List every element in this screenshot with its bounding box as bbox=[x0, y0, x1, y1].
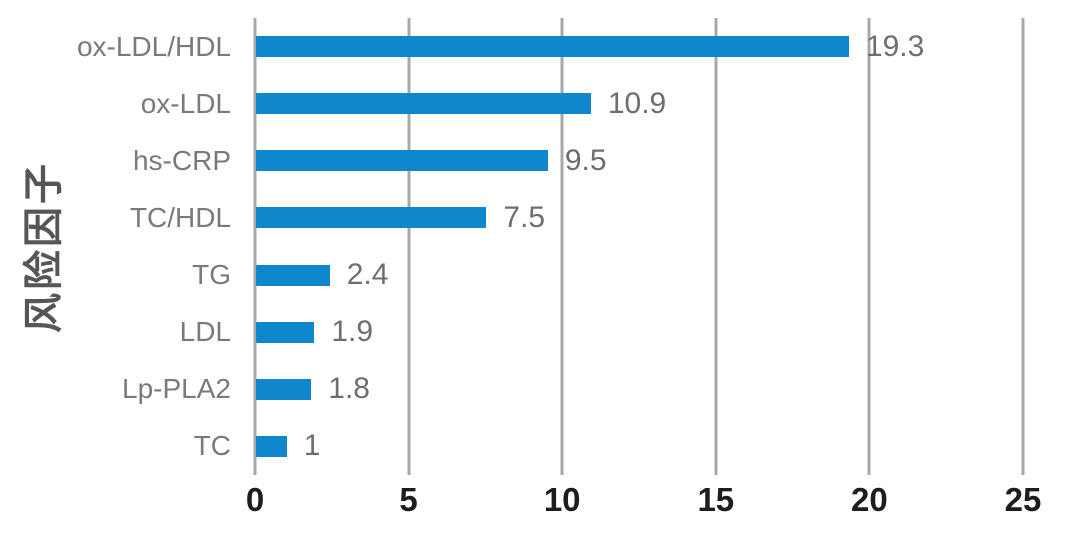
category-label: TG bbox=[192, 259, 231, 291]
gridline-x-0 bbox=[253, 18, 257, 475]
value-label: 10.9 bbox=[607, 86, 667, 120]
bar-TC bbox=[256, 435, 287, 457]
gridline-x-10 bbox=[560, 18, 564, 475]
category-label: Lp-PLA2 bbox=[122, 373, 231, 405]
category-label: TC/HDL bbox=[129, 201, 231, 233]
value-label: 9.5 bbox=[564, 143, 607, 177]
value-label: 19.3 bbox=[865, 29, 925, 63]
gridline-x-15 bbox=[714, 18, 718, 475]
category-label: hs-CRP bbox=[132, 144, 231, 176]
x-tick-label: 25 bbox=[1004, 481, 1042, 518]
gridline-x-5 bbox=[407, 18, 411, 475]
category-label: ox-LDL bbox=[140, 87, 231, 119]
x-tick-label: 15 bbox=[697, 481, 735, 518]
plot-area: 19.3 10.9 9.5 7.5 2.4 1.9 1.8 1 bbox=[253, 18, 1025, 475]
bar-hs-CRP bbox=[256, 150, 548, 172]
x-tick-label: 10 bbox=[543, 481, 581, 518]
category-axis-labels: ox-LDL/HDL ox-LDL hs-CRP TC/HDL TG LDL Lp-PLA2… bbox=[0, 18, 243, 475]
value-label: 1.8 bbox=[328, 372, 370, 406]
bar-Lp-PLA2 bbox=[256, 378, 312, 400]
category-label: LDL bbox=[179, 316, 231, 348]
category-label: ox-LDL/HDL bbox=[76, 30, 231, 62]
x-tick-label: 20 bbox=[851, 481, 888, 518]
value-label: 1.9 bbox=[331, 315, 374, 349]
x-axis-tick-labels: 0 5 10 15 20 25 bbox=[0, 481, 1085, 531]
gridline-x-20 bbox=[867, 18, 871, 475]
x-tick-label: 5 bbox=[399, 481, 418, 518]
value-label: 7.5 bbox=[503, 200, 546, 234]
category-label: TC bbox=[193, 430, 231, 462]
value-label: 1 bbox=[303, 429, 321, 463]
bar-TG bbox=[256, 264, 330, 286]
bar-LDL bbox=[256, 321, 315, 343]
gridline-x-25 bbox=[1021, 18, 1025, 475]
x-tick-label: 0 bbox=[245, 481, 265, 518]
bar-ox-LDL/HDL bbox=[256, 36, 849, 58]
bar-TC/HDL bbox=[256, 207, 487, 229]
bar-ox-LDL bbox=[256, 93, 591, 115]
value-label: 2.4 bbox=[346, 258, 389, 292]
